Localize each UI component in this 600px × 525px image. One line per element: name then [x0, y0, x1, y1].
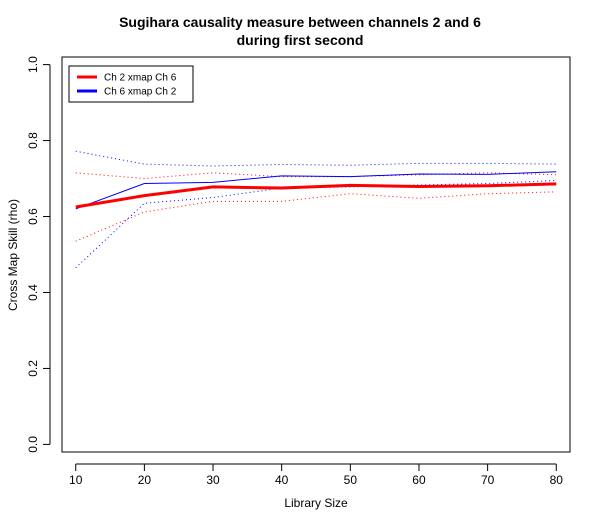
- y-tick-label: 1.0: [26, 56, 40, 73]
- axes: 10 20 30 40 50 60 70 80 0.0 0.2 0.4 0.6 0.8 1.0: [26, 56, 563, 487]
- x-tick-label: 60: [412, 473, 426, 487]
- series-group: [75, 150, 557, 269]
- y-tick-label: 0.6: [26, 208, 40, 225]
- x-tick-label: 40: [275, 473, 289, 487]
- x-tick-label: 70: [481, 473, 495, 487]
- blue-upper-bound-line: [75, 150, 557, 167]
- x-tick-label: 50: [344, 473, 358, 487]
- legend-label: Ch 2 xmap Ch 6: [104, 73, 177, 84]
- y-tick-label: 0.2: [26, 360, 40, 377]
- y-tick-label: 0.8: [26, 132, 40, 149]
- legend-box: [68, 65, 194, 103]
- blue-lower-bound-line: [75, 179, 557, 269]
- x-axis-label: Library Size: [284, 496, 348, 510]
- red-upper-bound-line: [75, 172, 557, 180]
- chart-title-line-2: during first second: [236, 32, 364, 48]
- plot-frame: [61, 56, 571, 453]
- x-tick-label: 30: [206, 473, 220, 487]
- x-tick-label: 80: [550, 473, 564, 487]
- chart-title-line-1: Sugihara causality measure between chann…: [119, 14, 481, 30]
- y-axis-label: Cross Map Skill (rho): [6, 198, 20, 312]
- x-tick-label: 20: [138, 473, 152, 487]
- y-tick-label: 0.4: [26, 284, 40, 301]
- y-tick-label: 0.0: [26, 436, 40, 453]
- blue-mean-line: [75, 171, 557, 210]
- red-mean-line: [75, 182, 557, 209]
- legend-label: Ch 6 xmap Ch 2: [104, 87, 177, 98]
- legend: Ch 2 xmap Ch 6 Ch 6 xmap Ch 2: [68, 65, 194, 103]
- x-tick-label: 10: [69, 473, 83, 487]
- red-lower-bound-line: [75, 191, 557, 242]
